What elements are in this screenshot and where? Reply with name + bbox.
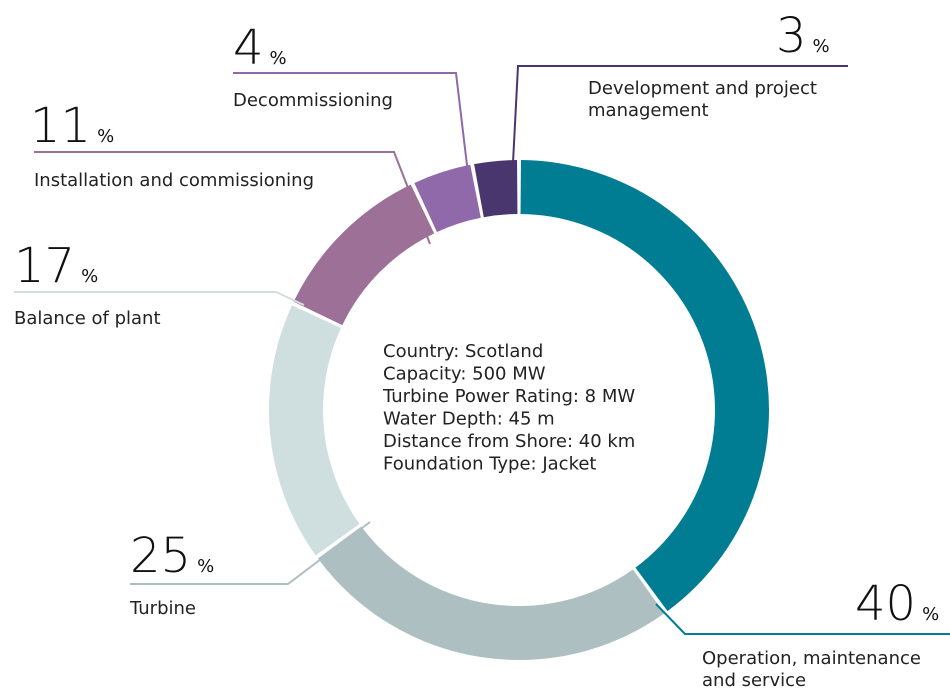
percent-sign-balance-of-plant: % xyxy=(81,266,98,287)
value-label-development-and-project-management: 3 xyxy=(776,8,807,64)
category-label-installation-and-commissioning: Installation and commissioning xyxy=(34,170,314,191)
slice-installation-and-commissioning xyxy=(293,184,435,326)
leader-turbine xyxy=(130,521,371,585)
leader-development-and-project-management xyxy=(511,65,848,183)
center-info-line-1: Country: Scotland xyxy=(383,341,543,362)
category-label-operation-maintenance-and-service-line-2: and service xyxy=(702,670,806,691)
leader-operation-maintenance-and-service xyxy=(655,603,950,635)
value-label-operation-maintenance-and-service: 40 xyxy=(855,576,916,632)
center-info-line-6: Foundation Type: Jacket xyxy=(383,454,596,475)
center-info-line-4: Water Depth: 45 m xyxy=(383,409,555,430)
percent-sign-turbine: % xyxy=(197,556,214,577)
donut-slices xyxy=(269,160,770,660)
category-label-turbine: Turbine xyxy=(129,598,196,619)
percent-sign-decommissioning: % xyxy=(270,48,287,69)
leader-balance-of-plant xyxy=(14,291,305,306)
percent-sign-installation-and-commissioning: % xyxy=(97,126,114,147)
center-info-line-5: Distance from Shore: 40 km xyxy=(383,431,635,452)
leader-lines xyxy=(14,65,950,635)
value-label-installation-and-commissioning: 11 xyxy=(30,98,91,154)
category-label-development-and-project-management-line-2: management xyxy=(588,100,709,121)
leader-installation-and-commissioning xyxy=(34,151,431,245)
slice-operation-maintenance-and-service xyxy=(520,160,770,612)
center-info-line-3: Turbine Power Rating: 8 MW xyxy=(382,386,635,407)
category-label-decommissioning: Decommissioning xyxy=(233,90,393,111)
category-label-balance-of-plant: Balance of plant xyxy=(14,308,161,329)
slice-decommissioning xyxy=(414,164,481,233)
slice-balance-of-plant xyxy=(269,305,360,556)
slice-turbine xyxy=(317,526,665,660)
value-label-turbine: 25 xyxy=(130,528,191,584)
percent-sign-development-and-project-management: % xyxy=(813,36,830,57)
value-label-balance-of-plant: 17 xyxy=(14,238,75,294)
category-label-operation-maintenance-and-service-line-1: Operation, maintenance xyxy=(702,648,921,669)
category-label-development-and-project-management-line-1: Development and project xyxy=(588,78,817,99)
center-info-line-2: Capacity: 500 MW xyxy=(383,364,546,385)
value-label-decommissioning: 4 xyxy=(233,20,264,76)
percent-sign-operation-maintenance-and-service: % xyxy=(922,604,939,625)
leader-decommissioning xyxy=(233,72,470,183)
slice-development-and-project-management xyxy=(474,160,518,218)
